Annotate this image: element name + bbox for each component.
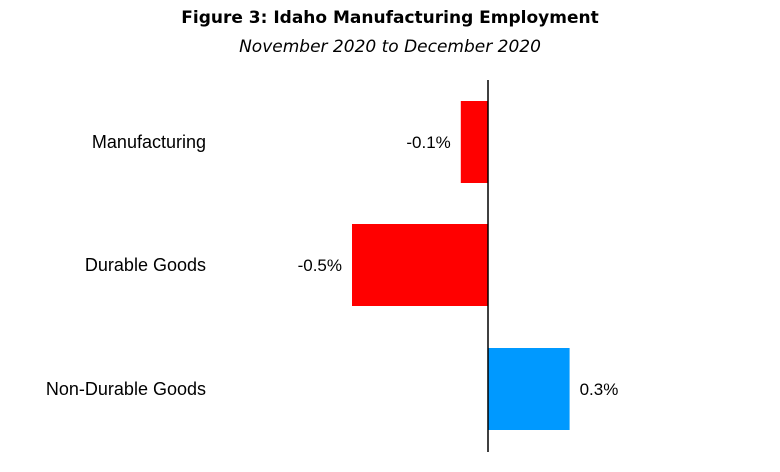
category-label-non-durable-goods: Non-Durable Goods [46, 379, 206, 399]
data-label-manufacturing: -0.1% [406, 133, 450, 152]
bar-manufacturing [460, 101, 488, 183]
bar-durable-goods [352, 224, 488, 306]
chart-subtitle: November 2020 to December 2020 [239, 37, 541, 57]
chart-title: Figure 3: Idaho Manufacturing Employment [181, 8, 599, 28]
bar-non-durable-goods [488, 348, 570, 430]
data-label-durable-goods: -0.5% [298, 256, 342, 275]
category-label-manufacturing: Manufacturing [92, 132, 206, 152]
data-label-non-durable-goods: 0.3% [580, 380, 619, 399]
category-label-durable-goods: Durable Goods [85, 255, 206, 275]
